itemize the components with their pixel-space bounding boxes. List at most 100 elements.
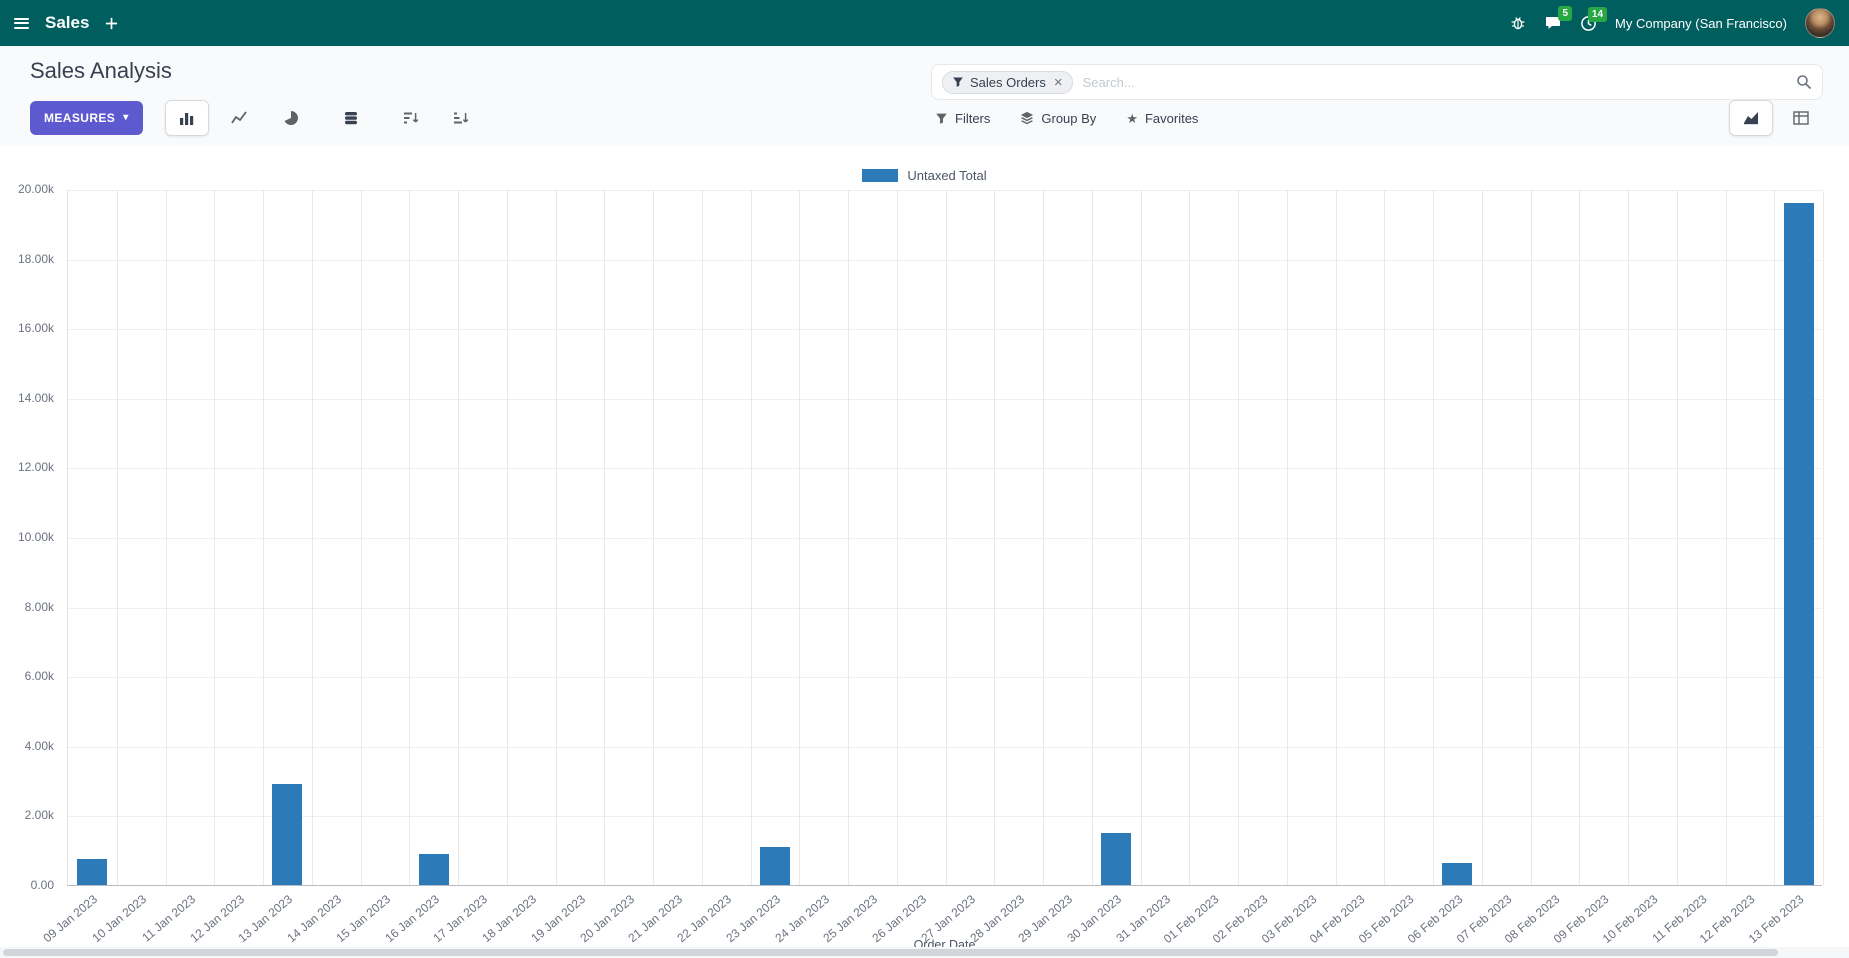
search-options: Filters Group By ★ Favorites bbox=[935, 100, 1198, 136]
h-gridline bbox=[68, 816, 1822, 818]
control-panel-buttons: MEASURES ▾ bbox=[30, 100, 483, 136]
messages-button[interactable]: 5 bbox=[1544, 6, 1573, 32]
y-tick-label: 10.00k bbox=[17, 530, 54, 544]
v-gridline bbox=[1091, 190, 1093, 885]
line-chart-button[interactable] bbox=[217, 100, 261, 136]
v-gridline bbox=[1774, 190, 1776, 885]
star-icon: ★ bbox=[1126, 110, 1138, 126]
app-title[interactable]: Sales bbox=[45, 13, 90, 32]
view-switcher bbox=[1729, 100, 1823, 136]
y-tick-label: 14.00k bbox=[17, 390, 54, 405]
debug-button[interactable] bbox=[1510, 15, 1526, 31]
v-gridline bbox=[1043, 190, 1044, 885]
v-gridline bbox=[458, 190, 459, 885]
control-panel: Sales Analysis Sales Orders × MEASURES ▾ bbox=[0, 46, 1849, 146]
h-gridline bbox=[68, 398, 1822, 400]
bar-13-feb-2023[interactable] bbox=[1783, 202, 1814, 885]
plot-region bbox=[67, 190, 1824, 886]
sort-ascending-button[interactable] bbox=[439, 100, 483, 136]
favorites-label: Favorites bbox=[1144, 110, 1199, 126]
bar-chart-button[interactable] bbox=[164, 100, 209, 136]
search-bar[interactable]: Sales Orders × bbox=[931, 64, 1823, 100]
h-gridline bbox=[68, 746, 1822, 748]
v-gridline bbox=[1238, 190, 1239, 885]
bar-23-jan-2023[interactable] bbox=[759, 846, 790, 885]
scrollbar-thumb[interactable] bbox=[3, 949, 1779, 956]
sort-group bbox=[389, 100, 483, 136]
apps-menu-button[interactable] bbox=[14, 15, 29, 31]
y-tick-label: 0.00 bbox=[30, 878, 54, 892]
v-gridline bbox=[555, 190, 557, 885]
group-by-button[interactable]: Group By bbox=[1020, 111, 1096, 126]
search-facet-label: Sales Orders bbox=[970, 74, 1046, 90]
v-gridline bbox=[311, 190, 313, 885]
y-tick-label: 2.00k bbox=[24, 808, 54, 823]
bar-30-jan-2023[interactable] bbox=[1101, 832, 1132, 885]
hamburger-icon bbox=[14, 15, 29, 31]
chart-legend[interactable]: Untaxed Total bbox=[0, 168, 1849, 183]
pie-chart-button[interactable] bbox=[269, 100, 313, 136]
chart-type-group bbox=[164, 100, 313, 136]
y-tick-label: 18.00k bbox=[17, 251, 54, 266]
v-gridline bbox=[848, 190, 849, 885]
pivot-table-icon bbox=[1793, 110, 1809, 126]
bug-icon bbox=[1510, 15, 1526, 31]
v-gridline bbox=[701, 190, 703, 885]
v-gridline bbox=[1628, 190, 1629, 885]
pivot-view-button[interactable] bbox=[1779, 100, 1823, 136]
v-gridline bbox=[1433, 190, 1434, 885]
v-gridline bbox=[1140, 190, 1142, 885]
activities-button[interactable]: 14 bbox=[1580, 6, 1608, 32]
filter-funnel-icon bbox=[952, 76, 964, 88]
filters-button[interactable]: Filters bbox=[935, 111, 990, 126]
v-gridline bbox=[604, 190, 606, 885]
measures-button[interactable]: MEASURES ▾ bbox=[30, 101, 143, 135]
v-gridline bbox=[653, 190, 654, 885]
v-gridline bbox=[165, 190, 167, 885]
bar-16-jan-2023[interactable] bbox=[418, 853, 449, 885]
top-navbar: Sales 5 14 My Company (San Francisco) bbox=[0, 0, 1849, 46]
graph-view-button[interactable] bbox=[1729, 100, 1773, 136]
legend-swatch bbox=[862, 169, 899, 182]
sort-descending-button[interactable] bbox=[389, 100, 433, 136]
stacked-toggle-button[interactable] bbox=[329, 100, 373, 136]
v-gridline bbox=[750, 190, 752, 885]
search-facet[interactable]: Sales Orders × bbox=[942, 70, 1073, 94]
v-gridline bbox=[994, 190, 996, 885]
caret-down-icon: ▾ bbox=[123, 112, 129, 123]
bar-13-jan-2023[interactable] bbox=[272, 784, 303, 885]
h-gridline bbox=[68, 329, 1822, 331]
favorites-button[interactable]: ★ Favorites bbox=[1126, 111, 1198, 126]
v-gridline bbox=[409, 190, 411, 885]
user-menu-button[interactable] bbox=[1805, 8, 1835, 38]
bar-06-feb-2023[interactable] bbox=[1442, 863, 1473, 885]
y-tick-label: 16.00k bbox=[17, 321, 54, 336]
v-gridline bbox=[896, 190, 898, 885]
bar-09-jan-2023[interactable] bbox=[77, 858, 108, 885]
y-axis-labels: 0.00 2.00k 4.00k 6.00k 8.00k 10.00k 12.00k 14.0… bbox=[0, 182, 62, 892]
v-gridline bbox=[1481, 190, 1483, 885]
activities-badge: 14 bbox=[1587, 6, 1608, 22]
chat-icon bbox=[1544, 14, 1562, 32]
y-tick-label: 6.00k bbox=[24, 669, 54, 684]
plus-icon bbox=[105, 17, 118, 30]
y-tick-label: 12.00k bbox=[17, 460, 54, 475]
measures-label: MEASURES bbox=[44, 111, 116, 125]
y-tick-label: 8.00k bbox=[24, 599, 54, 614]
messages-badge: 5 bbox=[1558, 6, 1573, 21]
group-by-label: Group By bbox=[1041, 110, 1097, 126]
search-input[interactable] bbox=[1082, 74, 1796, 90]
navbar-right: 5 14 My Company (San Francisco) bbox=[1510, 6, 1835, 38]
search-icon[interactable] bbox=[1796, 74, 1812, 90]
new-record-button[interactable] bbox=[105, 17, 118, 30]
v-gridline bbox=[214, 190, 216, 885]
v-gridline bbox=[1530, 190, 1532, 885]
horizontal-scrollbar[interactable] bbox=[0, 947, 1849, 958]
v-gridline bbox=[945, 190, 947, 885]
page-title: Sales Analysis bbox=[30, 58, 172, 83]
navbar-left: Sales bbox=[14, 13, 118, 33]
company-switcher[interactable]: My Company (San Francisco) bbox=[1615, 15, 1787, 31]
facet-remove-button[interactable]: × bbox=[1053, 73, 1063, 91]
v-gridline bbox=[116, 190, 118, 885]
h-gridline bbox=[68, 190, 1822, 191]
